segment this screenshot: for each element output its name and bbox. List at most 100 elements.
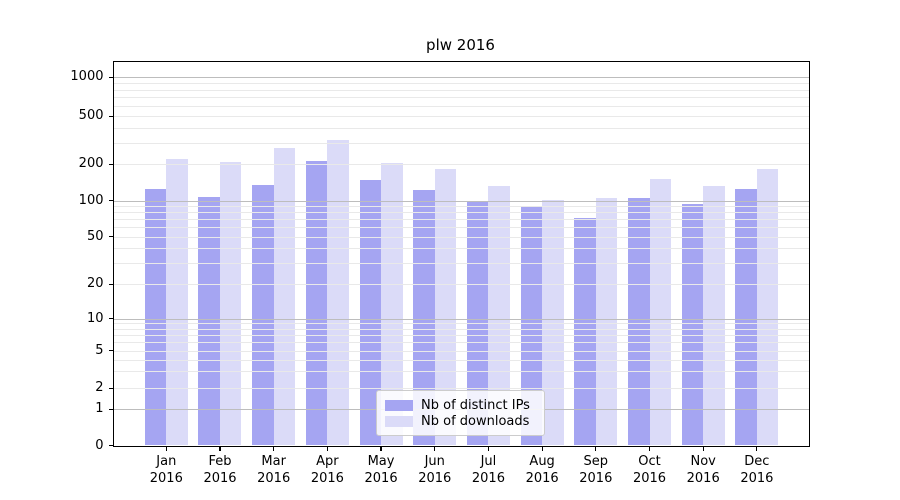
x-tick-mark [541,446,543,451]
y-tick-mark [108,76,113,78]
x-tick-label: Nov 2016 [676,453,730,487]
legend-swatch-distinct-ips [385,399,413,411]
y-tick-mark [108,318,113,320]
y-tick-mark [108,350,113,352]
legend-item-distinct-ips: Nb of distinct IPs [385,397,536,414]
y-tick-label: 2 [95,380,104,395]
x-tick-year: 2016 [257,470,291,486]
x-tick-label: Apr 2016 [300,453,354,487]
y-tick-mark [108,445,113,447]
y-tick-mark [108,283,113,285]
bar-downloads-dec-2016 [756,168,779,446]
x-tick-year: 2016 [525,470,559,486]
x-tick-year: 2016 [364,470,398,486]
y-tick-label: 500 [78,108,104,123]
x-tick-mark [165,446,167,451]
x-tick-month: Mar [261,453,286,469]
y-tick-label: 10 [86,310,104,326]
bar-distinct-ips-jun-2016 [413,189,435,446]
y-tick-mark [108,408,113,410]
y-tick-label: 1000 [70,69,104,84]
y-tick-label: 1 [95,401,104,416]
bar-distinct-ips-mar-2016 [252,184,274,446]
x-tick-year: 2016 [310,470,344,486]
x-tick-year: 2016 [203,470,237,486]
y-tick-label: 20 [86,276,104,291]
x-tick-year: 2016 [418,470,452,486]
legend-label-downloads: Nb of downloads [421,414,530,430]
y-tick-mark [108,387,113,389]
x-tick-month: Jan [156,453,177,469]
y-tick-label: 200 [78,156,104,171]
x-tick-label: Mar 2016 [247,453,301,487]
x-tick-year: 2016 [740,470,774,486]
x-tick-label: Jul 2016 [461,453,515,487]
x-tick-month: Apr [316,453,339,469]
x-tick-month: Oct [638,453,661,469]
x-tick-label: Oct 2016 [623,453,677,487]
x-tick-month: Sep [583,453,609,469]
x-tick-month: Jun [424,453,445,469]
legend-label-distinct-ips: Nb of distinct IPs [421,397,530,413]
bar-downloads-jun-2016 [434,168,457,446]
x-tick-label: Dec 2016 [730,453,784,487]
x-tick-month: Aug [529,453,555,469]
bar-downloads-feb-2016 [219,161,242,446]
x-tick-year: 2016 [149,470,183,486]
y-tick-label: 5 [95,342,104,358]
bar-distinct-ips-nov-2016 [681,203,704,446]
bar-downloads-jul-2016 [488,186,510,446]
x-tick-month: Dec [744,453,770,469]
bar-distinct-ips-aug-2016 [520,206,543,446]
bar-distinct-ips-dec-2016 [735,188,757,446]
bar-distinct-ips-oct-2016 [628,197,650,446]
legend: Nb of distinct IPs Nb of downloads [376,390,545,436]
x-tick-mark [380,446,382,451]
bar-distinct-ips-apr-2016 [305,161,328,446]
y-tick-label: 50 [86,228,104,244]
x-tick-year: 2016 [686,470,720,486]
bar-downloads-nov-2016 [703,186,725,446]
x-tick-label: Jan 2016 [139,453,193,487]
x-tick-mark [434,446,436,451]
bar-downloads-oct-2016 [649,178,671,446]
bar-downloads-aug-2016 [542,200,564,446]
bar-downloads-may-2016 [381,162,403,446]
x-tick-mark [595,446,597,451]
bar-distinct-ips-feb-2016 [198,197,220,446]
x-tick-label: May 2016 [354,453,408,487]
y-tick-mark [108,236,113,238]
y-tick-label: 0 [95,437,104,453]
x-tick-month: Nov [690,453,716,469]
x-tick-label: Aug 2016 [515,453,569,487]
bar-downloads-sep-2016 [595,197,618,446]
x-tick-mark [219,446,221,451]
x-tick-year: 2016 [471,470,505,486]
x-tick-label: Sep 2016 [569,453,623,487]
y-tick-mark [108,200,113,202]
bar-distinct-ips-jan-2016 [144,188,167,446]
bar-distinct-ips-may-2016 [359,179,382,446]
x-tick-month: Jul [480,453,497,469]
bar-downloads-jan-2016 [166,159,188,446]
chart-title: plw 2016 [426,36,495,54]
y-tick-label: 100 [78,192,104,208]
x-tick-mark [273,446,275,451]
x-tick-mark [326,446,328,451]
x-tick-mark [648,446,651,451]
x-tick-label: Feb 2016 [193,453,247,487]
y-tick-mark [108,163,113,165]
x-tick-mark [702,446,704,451]
x-tick-month: May [367,453,395,469]
legend-item-downloads: Nb of downloads [385,414,536,431]
bar-downloads-mar-2016 [273,148,296,446]
x-tick-mark [487,446,490,451]
x-tick-year: 2016 [632,470,667,486]
x-tick-label: Jun 2016 [408,453,462,487]
x-tick-year: 2016 [579,470,613,486]
legend-swatch-downloads [385,416,413,428]
x-tick-month: Feb [208,453,232,469]
